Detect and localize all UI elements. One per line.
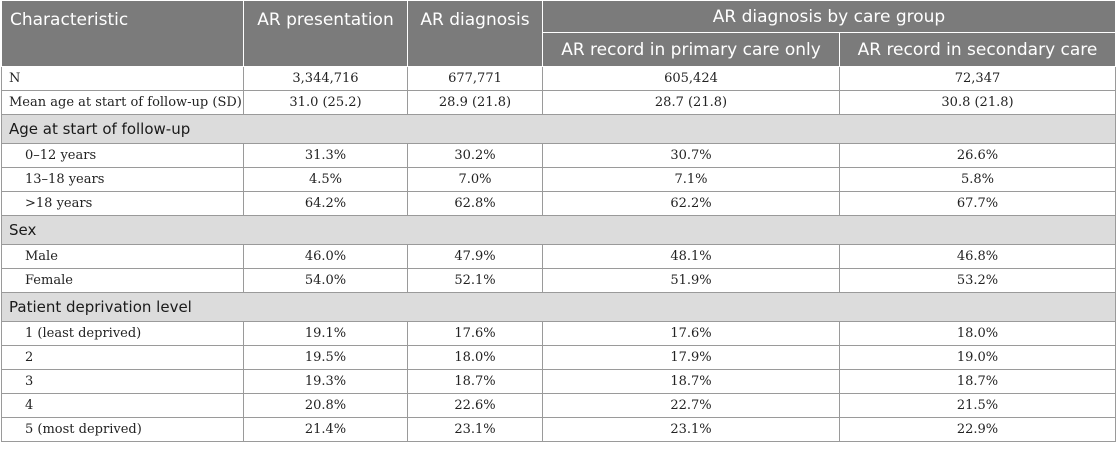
cell-value: 48.1% (542, 244, 840, 269)
section-title: Age at start of follow-up (1, 114, 1116, 144)
cell-value: 30.2% (407, 143, 543, 168)
header-ar-presentation: AR presentation (243, 0, 408, 67)
cell-value: 7.0% (407, 167, 543, 192)
cell-value: 17.9% (542, 345, 840, 370)
table-row: 0–12 years 31.3% 30.2% 30.7% 26.6% (1, 143, 1116, 168)
cell-value: 46.0% (243, 244, 408, 269)
cell-value: 22.6% (407, 393, 543, 418)
table-row: Female 54.0% 52.1% 51.9% 53.2% (1, 268, 1116, 293)
header-primary-care-only: AR record in primary care only (542, 32, 840, 67)
row-label: >18 years (1, 191, 244, 216)
cell-value: 30.8 (21.8) (839, 90, 1116, 115)
row-label: N (1, 66, 244, 91)
table-row: 2 19.5% 18.0% 17.9% 19.0% (1, 345, 1116, 370)
cell-value: 5.8% (839, 167, 1116, 192)
cell-value: 22.7% (542, 393, 840, 418)
cell-value: 67.7% (839, 191, 1116, 216)
cell-value: 18.7% (839, 369, 1116, 394)
cell-value: 52.1% (407, 268, 543, 293)
cell-value: 62.2% (542, 191, 840, 216)
header-care-group: AR diagnosis by care group (542, 0, 1116, 33)
row-label: 5 (most deprived) (1, 417, 244, 442)
table-row: 13–18 years 4.5% 7.0% 7.1% 5.8% (1, 167, 1116, 192)
header-secondary-care: AR record in secondary care (839, 32, 1116, 67)
row-label: 3 (1, 369, 244, 394)
cell-value: 46.8% (839, 244, 1116, 269)
cell-value: 17.6% (542, 321, 840, 346)
cell-value: 22.9% (839, 417, 1116, 442)
cell-value: 4.5% (243, 167, 408, 192)
row-label: 0–12 years (1, 143, 244, 168)
cell-value: 605,424 (542, 66, 840, 91)
cell-value: 28.7 (21.8) (542, 90, 840, 115)
cell-value: 19.1% (243, 321, 408, 346)
table-row: 5 (most deprived) 21.4% 23.1% 23.1% 22.9… (1, 417, 1116, 442)
section-header-deprivation: Patient deprivation level (1, 292, 1116, 322)
row-label: 13–18 years (1, 167, 244, 192)
cell-value: 18.0% (839, 321, 1116, 346)
cell-value: 18.7% (542, 369, 840, 394)
table-row: 1 (least deprived) 19.1% 17.6% 17.6% 18.… (1, 321, 1116, 346)
table-row: Male 46.0% 47.9% 48.1% 46.8% (1, 244, 1116, 269)
cell-value: 62.8% (407, 191, 543, 216)
cell-value: 19.0% (839, 345, 1116, 370)
cell-value: 3,344,716 (243, 66, 408, 91)
cell-value: 54.0% (243, 268, 408, 293)
table-row: 3 19.3% 18.7% 18.7% 18.7% (1, 369, 1116, 394)
cell-value: 53.2% (839, 268, 1116, 293)
row-label: 1 (least deprived) (1, 321, 244, 346)
cell-value: 17.6% (407, 321, 543, 346)
section-title: Patient deprivation level (1, 292, 1116, 322)
cell-value: 28.9 (21.8) (407, 90, 543, 115)
cell-value: 26.6% (839, 143, 1116, 168)
cell-value: 21.5% (839, 393, 1116, 418)
cell-value: 31.0 (25.2) (243, 90, 408, 115)
table-row-mean-age: Mean age at start of follow-up (SD) 31.0… (1, 90, 1116, 115)
row-label: 4 (1, 393, 244, 418)
cell-value: 19.5% (243, 345, 408, 370)
cell-value: 23.1% (407, 417, 543, 442)
cell-value: 51.9% (542, 268, 840, 293)
cell-value: 7.1% (542, 167, 840, 192)
row-label: 2 (1, 345, 244, 370)
cell-value: 677,771 (407, 66, 543, 91)
section-header-age: Age at start of follow-up (1, 114, 1116, 144)
cell-value: 20.8% (243, 393, 408, 418)
cell-value: 31.3% (243, 143, 408, 168)
cell-value: 21.4% (243, 417, 408, 442)
row-label: Male (1, 244, 244, 269)
cell-value: 23.1% (542, 417, 840, 442)
header-ar-diagnosis: AR diagnosis (407, 0, 543, 67)
cell-value: 18.0% (407, 345, 543, 370)
section-title: Sex (1, 215, 1116, 245)
cell-value: 30.7% (542, 143, 840, 168)
cell-value: 47.9% (407, 244, 543, 269)
row-label: Female (1, 268, 244, 293)
row-label: Mean age at start of follow-up (SD) (1, 90, 244, 115)
cell-value: 64.2% (243, 191, 408, 216)
cell-value: 18.7% (407, 369, 543, 394)
table-row: 4 20.8% 22.6% 22.7% 21.5% (1, 393, 1116, 418)
characteristics-table: Characteristic AR presentation AR diagno… (1, 0, 1116, 442)
table-row-n: N 3,344,716 677,771 605,424 72,347 (1, 66, 1116, 91)
header-characteristic: Characteristic (1, 0, 244, 67)
section-header-sex: Sex (1, 215, 1116, 245)
cell-value: 19.3% (243, 369, 408, 394)
table-row: >18 years 64.2% 62.8% 62.2% 67.7% (1, 191, 1116, 216)
cell-value: 72,347 (839, 66, 1116, 91)
